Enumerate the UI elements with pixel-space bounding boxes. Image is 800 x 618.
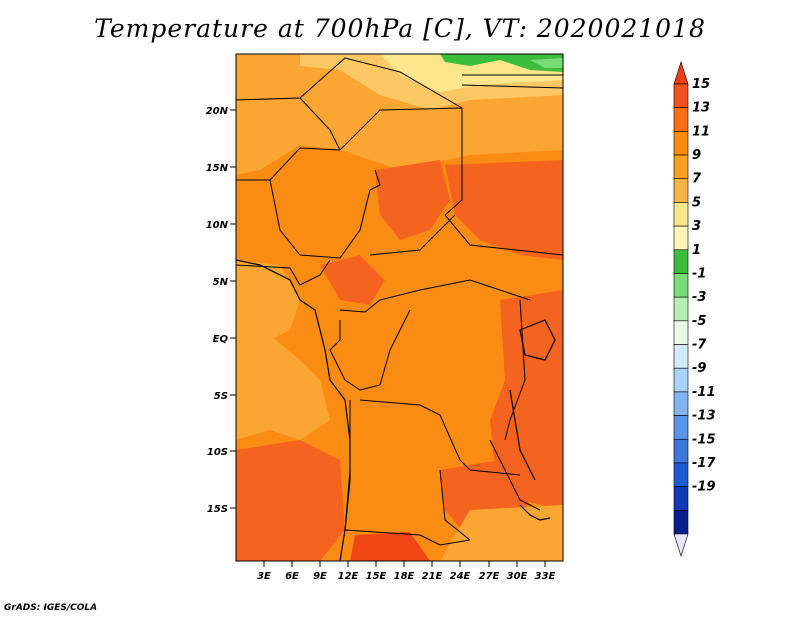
lon-label: 6E [285, 571, 299, 582]
colorbar-labels: 15 13 11 9 7 5 3 1 -1 -3 -5 -7 -9 -11 -13 -15 -17 -19 [692, 77, 716, 495]
colorbar-swatch [673, 225, 689, 251]
colorbar-label: -9 [692, 361, 706, 376]
lat-label: 10N [206, 220, 229, 231]
lake-malawi [519, 504, 551, 521]
field-hottest [350, 532, 430, 561]
colorbar-label: -13 [692, 409, 716, 424]
lat-label: 5S [214, 391, 228, 402]
colorbar [673, 61, 689, 557]
colorbar-bottom-arrow [673, 533, 689, 557]
colorbar-swatch [673, 462, 689, 487]
map-frame [235, 53, 564, 562]
lon-ticks [263, 561, 546, 567]
field-green-patch [440, 54, 563, 72]
colorbar-swatch [673, 107, 689, 132]
lake-tanganyika [509, 389, 536, 481]
lon-label: 24E [450, 571, 471, 582]
colorbar-swatch [673, 296, 689, 322]
colorbar-swatch [673, 202, 689, 227]
lat-label: EQ [213, 334, 229, 345]
field-central-warm [375, 160, 450, 240]
field-lakes-warm [490, 290, 563, 510]
colorbar-swatch [673, 131, 689, 156]
lat-label: 15S [207, 504, 228, 515]
lat-label: 20N [206, 106, 229, 117]
lat-label: 5N [213, 277, 229, 288]
lon-label: 12E [338, 571, 359, 582]
colorbar-label: -19 [692, 480, 716, 495]
colorbar-label: -5 [692, 314, 706, 329]
colorbar-top-arrow [673, 61, 689, 85]
colorbar-label: 7 [692, 172, 702, 187]
colorbar-label: -11 [692, 385, 716, 400]
colorbar-swatch [673, 249, 689, 274]
lon-label: 30E [507, 571, 528, 582]
coastline-west [236, 259, 351, 561]
colorbar-swatch [673, 391, 689, 416]
colorbar-swatch [673, 367, 689, 393]
field-light-green [530, 58, 563, 68]
lat-ticks [230, 109, 236, 509]
lon-label: 21E [422, 571, 443, 582]
border-lines [236, 57, 563, 546]
lon-label: 33E [535, 571, 556, 582]
colorbar-swatch [673, 178, 689, 203]
lake-victoria [519, 319, 556, 361]
lon-label: 9E [313, 571, 327, 582]
colorbar-swatch [673, 344, 689, 369]
field-southwest-warm [236, 440, 345, 561]
colorbar-label: -17 [692, 456, 716, 471]
colorbar-label: -1 [692, 266, 706, 281]
lon-labels: 3E 6E 9E 12E 15E 18E 21E 24E 27E 30E 33E [257, 571, 555, 582]
field-west-coast [236, 335, 330, 440]
lat-label: 10S [207, 447, 228, 458]
colorbar-swatch [673, 486, 689, 511]
lon-label: 27E [479, 571, 500, 582]
colorbar-label: -3 [692, 290, 706, 305]
colorbar-swatch [673, 510, 689, 535]
colorbar-swatch [673, 415, 689, 440]
colorbar-swatch [673, 83, 689, 108]
country-borders [236, 57, 563, 561]
colorbar-label: 11 [692, 124, 710, 139]
colorbar-label: -15 [692, 432, 716, 447]
lat-label: 15N [206, 163, 229, 174]
lon-label: 18E [394, 571, 415, 582]
colorbar-label: 15 [692, 77, 710, 92]
colorbar-label: 3 [692, 219, 701, 234]
colorbar-label: 9 [692, 148, 701, 163]
colorbar-swatch [673, 320, 689, 345]
colorbar-label: -7 [692, 338, 707, 353]
lat-labels: 20N 15N 10N 5N EQ 5S 10S 15S [206, 106, 229, 515]
map-title: Temperature at 700hPa [C], VT: 202002101… [94, 14, 706, 43]
colorbar-label: 1 [692, 243, 701, 258]
temperature-field [236, 54, 563, 561]
colorbar-swatch [673, 438, 689, 464]
lon-label: 3E [257, 571, 271, 582]
field-cameroon-warm [320, 255, 385, 305]
grads-credit: GrADS: IGES/COLA [4, 603, 98, 613]
field-east-warm [445, 160, 563, 260]
colorbar-swatch [673, 154, 689, 180]
colorbar-label: 5 [692, 195, 701, 210]
field-southeast-cool [440, 505, 563, 561]
colorbar-swatch [673, 273, 689, 298]
lon-label: 15E [366, 571, 387, 582]
colorbar-label: 13 [692, 101, 710, 116]
